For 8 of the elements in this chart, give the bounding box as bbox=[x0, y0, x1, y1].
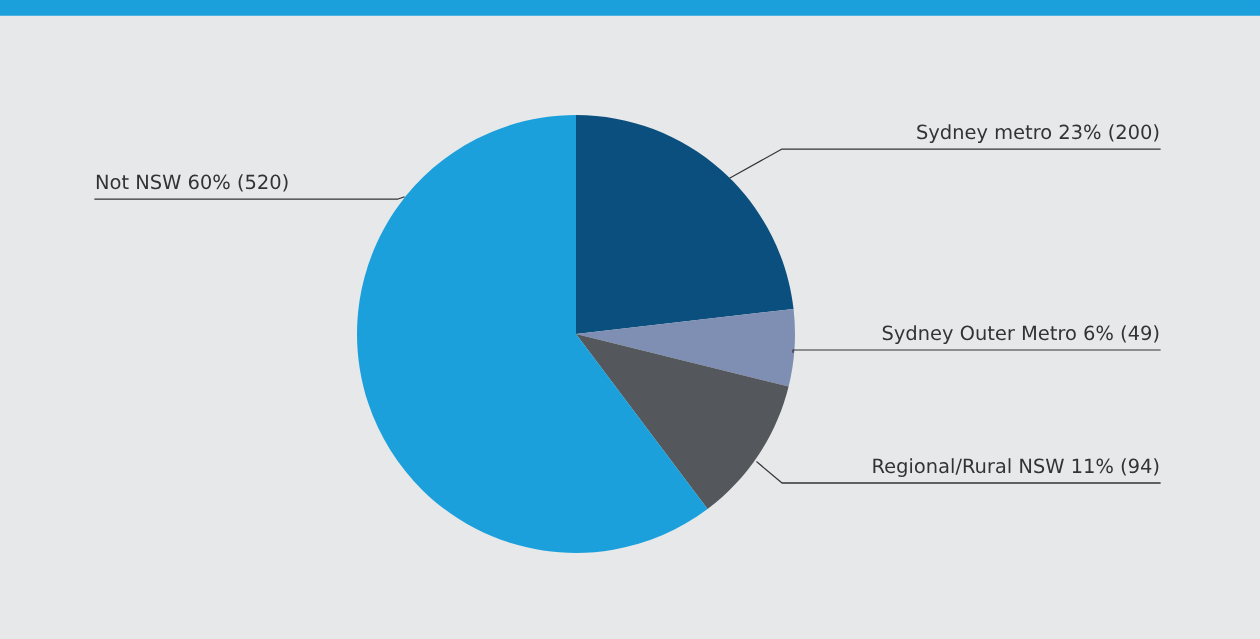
slice-label: Sydney Outer Metro 6% (49) bbox=[882, 325, 1159, 344]
slice-label: Regional/Rural NSW 11% (94) bbox=[873, 458, 1159, 477]
pie-slice bbox=[357, 115, 708, 553]
pie-slice bbox=[576, 115, 794, 334]
pie-slice bbox=[576, 308, 795, 387]
slice-label: Not NSW 60% (520) bbox=[96, 174, 288, 192]
slice-label: Sydney metro 23% (200) bbox=[917, 124, 1159, 143]
pie-slice bbox=[576, 334, 789, 510]
